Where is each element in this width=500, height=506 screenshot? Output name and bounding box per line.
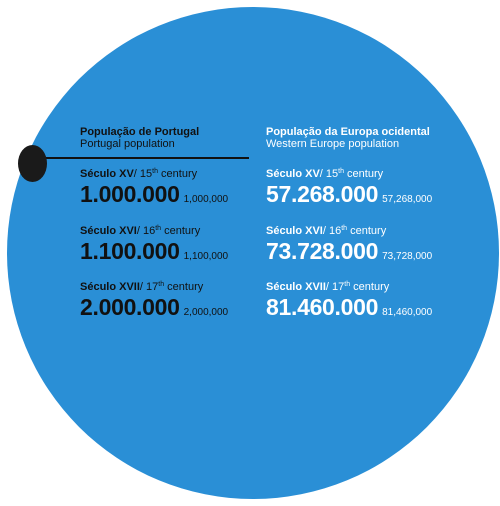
century-label: Século XVI/ 16th century (266, 225, 432, 238)
century-sup: th (344, 281, 351, 288)
century-pt: Século XVII (80, 281, 140, 293)
century-pt: Século XV (80, 168, 134, 180)
population-value: 57.268.000 57,268,000 (266, 182, 432, 212)
century-label: Século XV/ 15th century (266, 168, 432, 181)
value-en: 81,460,000 (382, 307, 433, 318)
century-label: Século XV/ 15th century (80, 168, 228, 181)
marker-dot (18, 145, 47, 182)
value-en: 73,728,000 (382, 251, 433, 262)
century-pt: Século XVI (80, 225, 137, 237)
portugal-subtitle: Portugal population (80, 138, 175, 150)
value-en: 2,000,000 (183, 307, 229, 318)
century-pt: Século XV (266, 168, 320, 180)
europe-entry-15th: Século XV/ 15th century 57.268.000 57,268… (266, 168, 432, 212)
century-en: century (344, 168, 384, 180)
century-label: Século XVII/ 17th century (266, 281, 432, 294)
century-en: century (350, 281, 390, 293)
population-value: 81.460.000 81,460,000 (266, 295, 432, 325)
population-value: 73.728.000 73,728,000 (266, 239, 432, 269)
portugal-entry-17th: Século XVII/ 17th century 2.000.000 2,000… (80, 281, 228, 325)
century-label: Século XVI/ 16th century (80, 225, 228, 238)
europe-title: População da Europa ocidental (266, 126, 430, 138)
value-en: 57,268,000 (382, 194, 433, 205)
value-pt: 1.100.000 (80, 238, 180, 264)
century-en: century (158, 168, 198, 180)
value-pt: 1.000.000 (80, 181, 180, 207)
century-sup: th (338, 168, 344, 175)
century-sep: / 17 (325, 281, 345, 293)
portugal-title: População de Portugal (80, 126, 200, 138)
century-sup: th (152, 168, 158, 175)
century-en: century (347, 225, 387, 237)
europe-entry-16th: Século XVI/ 16th century 73.728.000 73,72… (266, 225, 432, 269)
value-pt: 2.000.000 (80, 294, 180, 320)
century-sep: / 16 (322, 225, 342, 237)
europe-population-column: População da Europa ocidental Western Eu… (266, 126, 466, 320)
century-sep: / 15 (133, 168, 153, 180)
century-pt: Século XVI (266, 225, 323, 237)
value-pt: 57.268.000 (266, 181, 379, 207)
value-pt: 73.728.000 (266, 238, 379, 264)
europe-entry-17th: Século XVII/ 17th century 81.460.000 81,4… (266, 281, 432, 325)
century-pt: Século XVII (266, 281, 326, 293)
value-en: 1,100,000 (183, 251, 229, 262)
century-sep: / 17 (139, 281, 159, 293)
value-pt: 81.460.000 (266, 294, 379, 320)
century-sep: / 15 (319, 168, 339, 180)
century-sep: / 16 (136, 225, 156, 237)
century-sup: th (155, 225, 162, 232)
portugal-entry-16th: Século XVI/ 16th century 1.100.000 1,100,… (80, 225, 228, 269)
century-en: century (164, 281, 204, 293)
population-value: 1.000.000 1,000,000 (80, 182, 228, 212)
portugal-population-column: População de Portugal Portugal populatio… (80, 126, 252, 320)
background-circle (7, 7, 499, 499)
century-sup: th (158, 281, 165, 288)
portugal-entry-15th: Século XV/ 15th century 1.000.000 1,000,0… (80, 168, 228, 212)
century-label: Século XVII/ 17th century (80, 281, 228, 294)
value-en: 1,000,000 (183, 194, 229, 205)
century-en: century (161, 225, 201, 237)
europe-subtitle: Western Europe population (266, 138, 400, 150)
century-sup: th (341, 225, 348, 232)
divider-line (38, 157, 249, 159)
population-value: 2.000.000 2,000,000 (80, 295, 228, 325)
population-value: 1.100.000 1,100,000 (80, 239, 228, 269)
